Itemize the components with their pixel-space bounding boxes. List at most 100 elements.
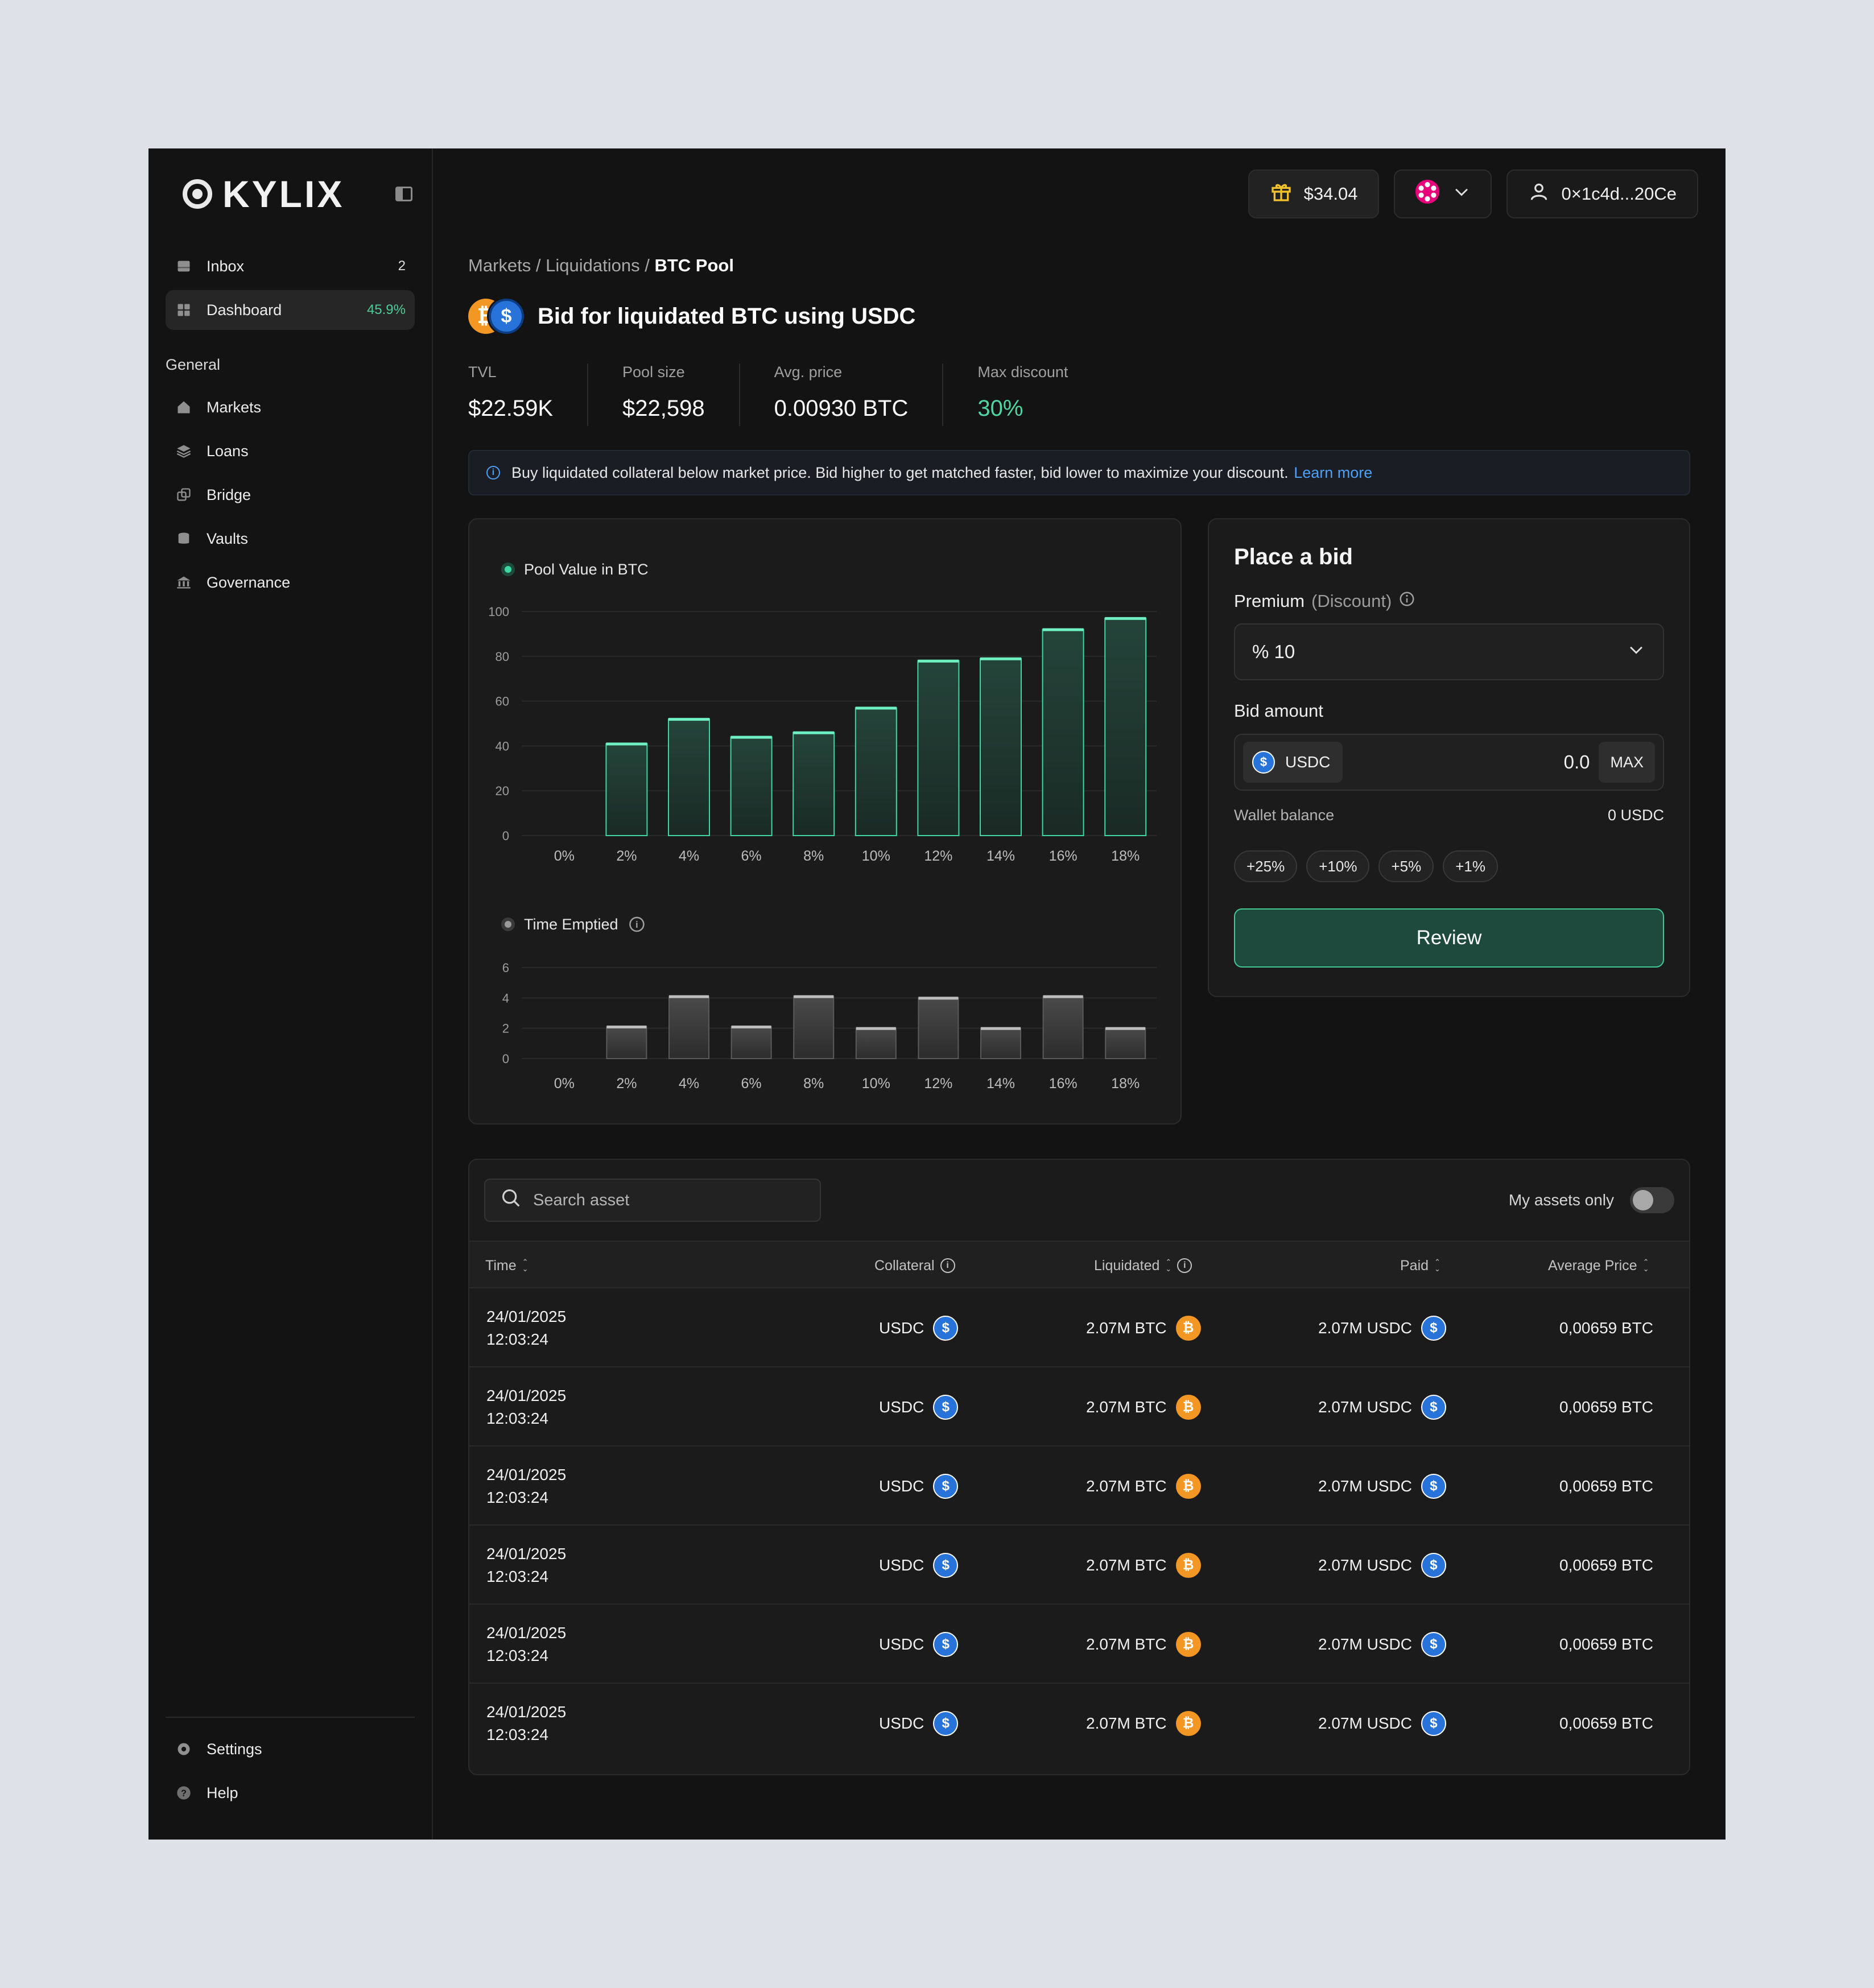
info-icon <box>629 916 645 932</box>
col-header-liquidated[interactable]: Liquidated ⌃ ⌄ i <box>1094 1242 1192 1289</box>
token-selector[interactable]: $ USDC <box>1243 742 1343 783</box>
stat-avg-price: Avg. price 0.00930 BTC <box>774 363 944 426</box>
cell-paid: 2.07M USDC $ <box>1318 1605 1446 1684</box>
bar <box>1042 629 1084 837</box>
sidebar-item-loans[interactable]: Loans <box>166 431 415 471</box>
inbox-count-badge: 2 <box>398 258 406 274</box>
bar-top <box>1105 617 1146 620</box>
usdc-icon: $ <box>489 299 524 334</box>
sidebar-item-vaults[interactable]: Vaults <box>166 519 415 559</box>
sort-icon: ⌃ ⌄ <box>1434 1258 1440 1273</box>
chart-and-bid-row: Pool Value in BTC 0 20 40 60 80 100 0% 2% 4% 6% 8% 1… <box>468 518 1690 1125</box>
sidebar-item-inbox[interactable]: Inbox 2 <box>166 246 415 286</box>
search-input[interactable]: Search asset <box>484 1179 821 1222</box>
x-tick-label: 4% <box>679 848 699 864</box>
cell-paid: 2.07M USDC $ <box>1318 1526 1446 1605</box>
bar-top <box>606 1026 647 1028</box>
help-icon: ? <box>176 1785 192 1801</box>
cell-time: 24/01/2025 12:03:24 <box>486 1367 566 1446</box>
breadcrumb-markets[interactable]: Markets <box>468 255 531 275</box>
col-header-average-price[interactable]: Average Price ⌃ ⌄ <box>1548 1242 1649 1289</box>
sidebar-item-help[interactable]: ? Help <box>166 1773 415 1813</box>
cell-collateral: USDC $ <box>879 1605 959 1684</box>
my-assets-toggle[interactable] <box>1630 1187 1674 1213</box>
toggle-label: My assets only <box>1508 1191 1614 1209</box>
legend-dot <box>505 566 511 573</box>
table-row[interactable]: 24/01/2025 12:03:24 USDC $ 2.07M BTC ₿ 2… <box>469 1446 1689 1526</box>
bar <box>918 997 959 1059</box>
sort-icon: ⌃ ⌄ <box>1642 1258 1649 1273</box>
bar <box>730 1026 772 1059</box>
sidebar-item-governance[interactable]: Governance <box>166 563 415 602</box>
table-row[interactable]: 24/01/2025 12:03:24 USDC $ 2.07M BTC ₿ 2… <box>469 1367 1689 1446</box>
col-header-time[interactable]: Time ⌃ ⌄ <box>485 1242 529 1289</box>
max-button[interactable]: MAX <box>1599 742 1655 783</box>
layers-icon <box>176 443 192 459</box>
sidebar-item-label: Loans <box>207 442 249 460</box>
usdc-icon: $ <box>933 1631 959 1657</box>
col-header-paid[interactable]: Paid ⌃ ⌄ <box>1400 1242 1440 1289</box>
stat-label: Max discount <box>977 363 1068 381</box>
database-icon <box>176 531 192 547</box>
col-header-collateral[interactable]: Collateral i <box>874 1242 955 1289</box>
liquidated-value: 2.07M BTC <box>1086 1398 1167 1416</box>
bar-top <box>918 997 959 1000</box>
wallet-balance-row: Wallet balance 0 USDC <box>1234 807 1664 824</box>
table-row[interactable]: 24/01/2025 12:03:24 USDC $ 2.07M BTC ₿ 2… <box>469 1605 1689 1684</box>
usdc-icon: $ <box>1421 1710 1446 1736</box>
usdc-icon: $ <box>1252 751 1275 774</box>
table-row[interactable]: 24/01/2025 12:03:24 USDC $ 2.07M BTC ₿ 2… <box>469 1684 1689 1763</box>
logo[interactable]: KYLIX <box>183 172 344 216</box>
x-tick-label: 16% <box>1049 1076 1078 1092</box>
sort-icon: ⌃ ⌄ <box>522 1258 529 1273</box>
cell-liquidated: 2.07M BTC ₿ <box>1086 1684 1201 1763</box>
premium-select[interactable]: % 10 <box>1234 623 1664 680</box>
bid-amount-input[interactable]: 0.0 <box>1563 751 1590 772</box>
info-icon-glyph: i <box>635 919 638 930</box>
cell-time-stack: 24/01/2025 12:03:24 <box>486 1384 566 1430</box>
breadcrumb-liquidations[interactable]: Liquidations <box>546 255 640 275</box>
x-tick-label: 8% <box>803 848 824 864</box>
bar-top <box>669 995 709 998</box>
chip-plus-5[interactable]: +5% <box>1378 850 1434 882</box>
user-icon <box>1528 181 1550 207</box>
sidebar-item-dashboard[interactable]: Dashboard 45.9% <box>166 290 415 330</box>
chip-plus-25[interactable]: +25% <box>1234 850 1298 882</box>
cell-average-price: 0,00659 BTC <box>1559 1367 1653 1446</box>
learn-more-link[interactable]: Learn more <box>1294 464 1373 481</box>
table-row[interactable]: 24/01/2025 12:03:24 USDC $ 2.07M BTC ₿ 2… <box>469 1288 1689 1367</box>
info-icon[interactable] <box>1398 590 1415 612</box>
wallet-balance-label: Wallet balance <box>1234 807 1335 824</box>
chip-plus-10[interactable]: +10% <box>1306 850 1370 882</box>
breadcrumb-separator: / <box>645 255 650 275</box>
banner-text: Buy liquidated collateral below market p… <box>511 464 1372 482</box>
row-date: 24/01/2025 <box>486 1307 567 1325</box>
token-label: USDC <box>1285 753 1331 771</box>
table-row[interactable]: 24/01/2025 12:03:24 USDC $ 2.07M BTC ₿ 2… <box>469 1526 1689 1605</box>
bid-title: Place a bid <box>1234 544 1353 569</box>
sidebar-item-settings[interactable]: Settings <box>166 1729 415 1769</box>
chip-plus-1[interactable]: +1% <box>1443 850 1498 882</box>
usdc-icon: $ <box>1421 1631 1446 1657</box>
wallet-button[interactable]: 0×1c4d...20Ce <box>1506 170 1698 218</box>
sidebar-bottom: Settings ? Help <box>166 1717 415 1817</box>
average-price-value: 0,00659 BTC <box>1559 1477 1653 1495</box>
sidebar-item-bridge[interactable]: Bridge <box>166 475 415 515</box>
logo-text: KYLIX <box>222 173 345 215</box>
cell-collateral: USDC $ <box>879 1288 959 1367</box>
col-header-label: Time <box>485 1257 517 1274</box>
x-tick-label: 12% <box>924 848 952 864</box>
rewards-button[interactable]: $34.04 <box>1248 170 1380 218</box>
sidebar-collapse-icon[interactable] <box>395 187 412 201</box>
bid-amount-field[interactable]: $ USDC 0.0 MAX <box>1234 734 1664 791</box>
premium-value: % 10 <box>1252 641 1295 662</box>
average-price-value: 0,00659 BTC <box>1559 1714 1653 1732</box>
network-selector[interactable] <box>1394 170 1492 218</box>
sidebar-item-markets[interactable]: Markets <box>166 387 415 427</box>
chevron-down-icon <box>1627 640 1646 664</box>
bar <box>980 1027 1021 1060</box>
bar <box>605 743 648 836</box>
liquidated-value: 2.07M BTC <box>1086 1714 1167 1732</box>
breadcrumb-separator: / <box>535 255 541 275</box>
review-button[interactable]: Review <box>1234 908 1664 968</box>
